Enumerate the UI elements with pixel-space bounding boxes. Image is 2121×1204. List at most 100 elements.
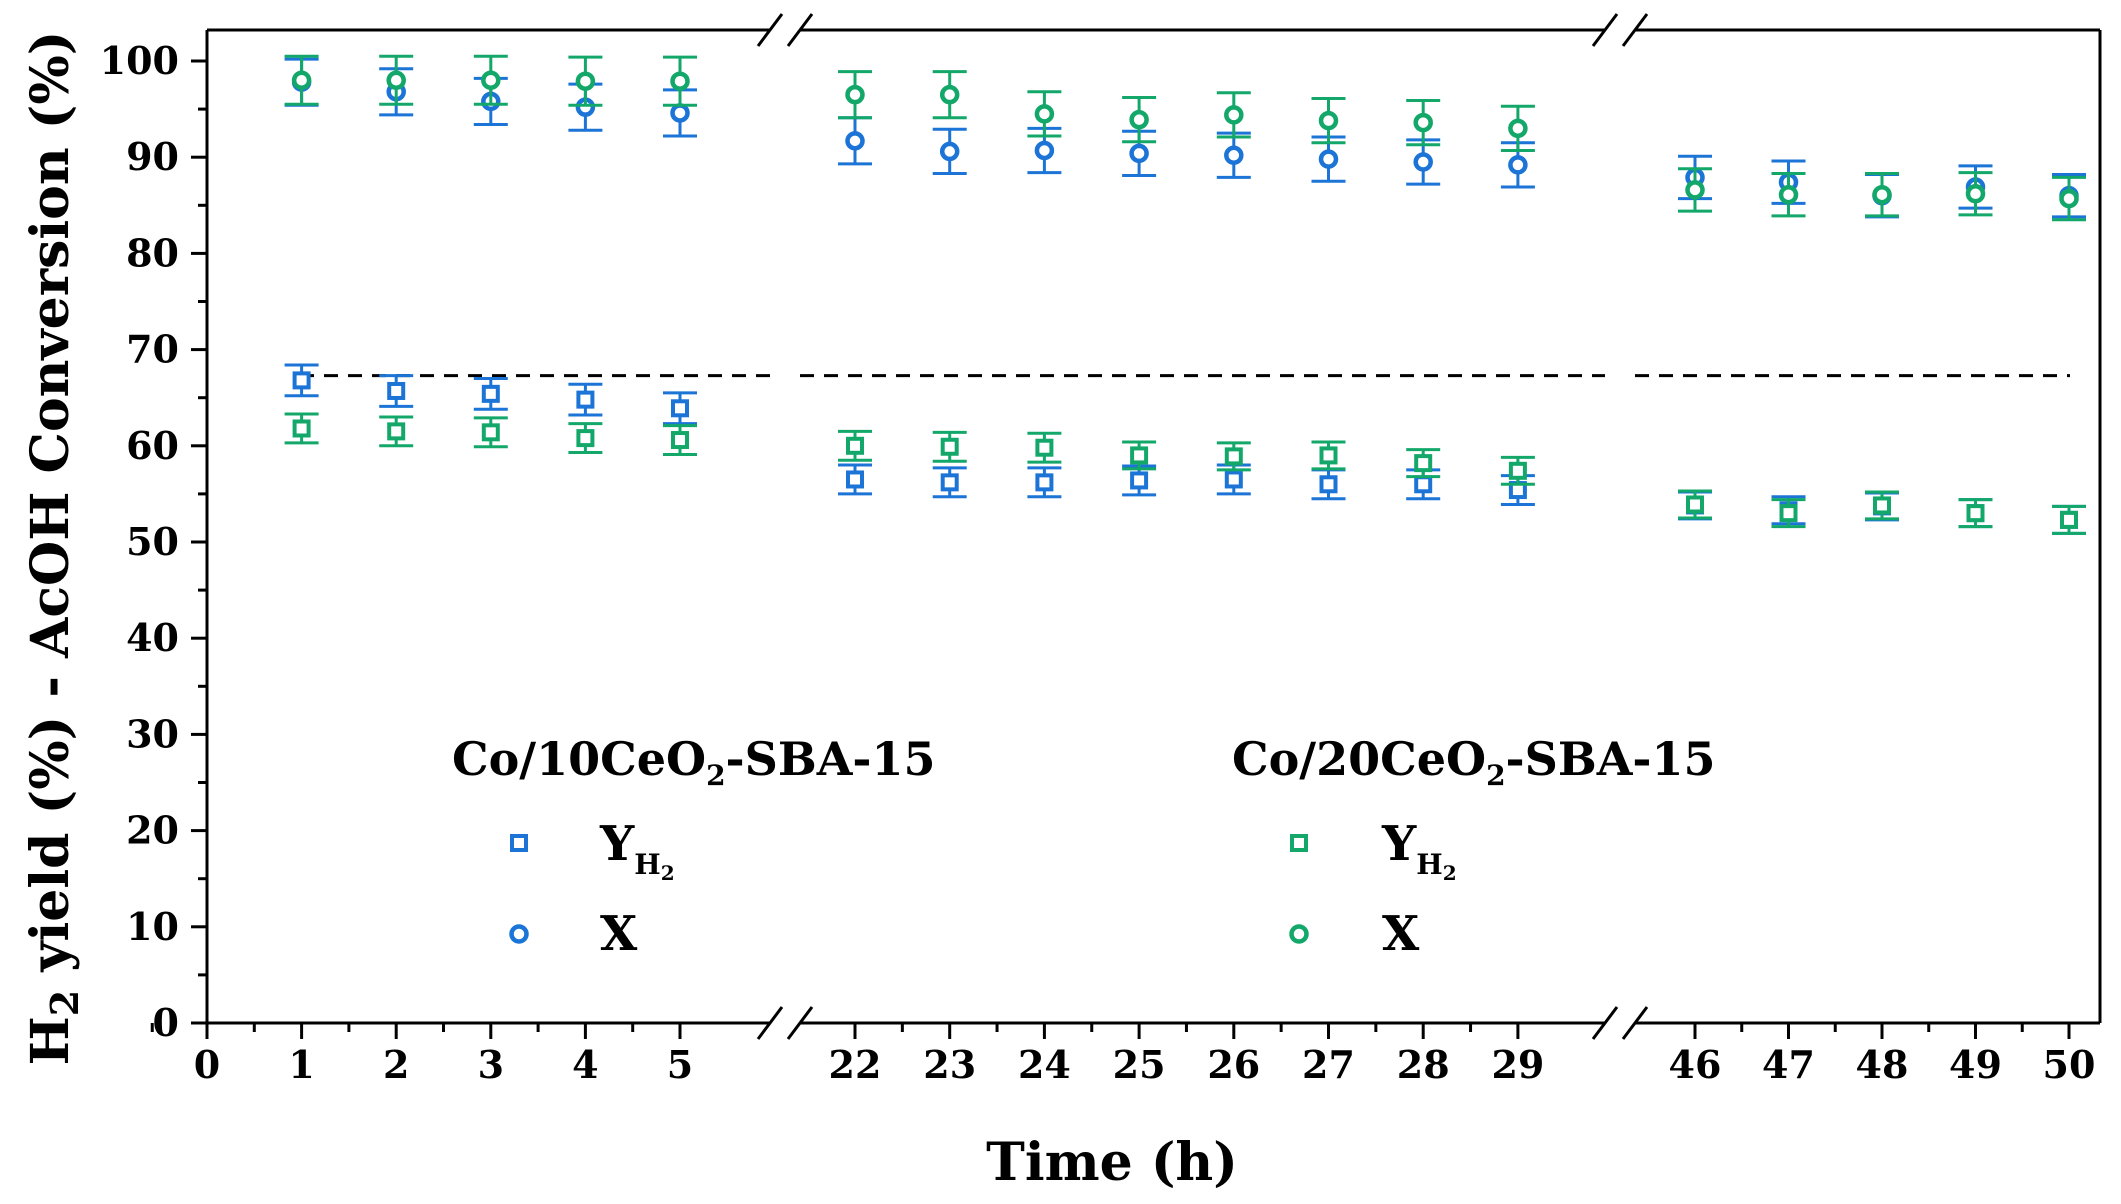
data-point-square [1130, 471, 1149, 490]
x-axis-title: Time (h) [986, 1132, 1238, 1193]
data-point-circle [939, 84, 960, 105]
data-point-circle [1872, 184, 1892, 205]
y-tick-label: 40 [126, 615, 179, 660]
data-point-circle [1965, 184, 1986, 204]
x-tick-label: 1 [288, 1042, 314, 1087]
data-point-square [1224, 470, 1243, 489]
data-point-circle [1685, 180, 1705, 200]
x-tick-label: 22 [829, 1042, 882, 1087]
data-point-circle [1413, 112, 1433, 133]
y-tick-label: 80 [126, 230, 179, 275]
x-tick-label: 23 [923, 1042, 976, 1087]
data-point-square [1508, 461, 1527, 480]
data-point-circle [670, 71, 690, 91]
data-point-circle [1318, 110, 1339, 131]
data-point-square [1779, 504, 1798, 523]
data-point-square [481, 384, 500, 403]
legend: Co/10CeO2-SBA-15 Co/20CeO2-SBA-15 YH2 X … [452, 732, 1716, 962]
y-tick-label: 90 [126, 134, 179, 179]
data-point-square [671, 399, 689, 418]
data-point-circle [386, 70, 406, 90]
data-point-square [576, 390, 595, 409]
data-point-square [940, 437, 959, 456]
y-axis: 0 10 20 30 40 50 60 70 80 90 100 [100, 38, 207, 1045]
axis-break-mark [1591, 1006, 1619, 1040]
y-tick-label: 20 [126, 808, 179, 853]
data-point-square [671, 431, 689, 450]
legend-title-2-sub: 2 [1486, 759, 1505, 792]
y-axis-title-rest: yield (%) - AcOH Conversion (%) [20, 31, 81, 990]
data-point-square [1035, 473, 1054, 492]
data-point-circle [1034, 104, 1055, 124]
data-point-square [1035, 438, 1054, 457]
data-point-square [846, 470, 864, 489]
data-point-square [292, 419, 311, 438]
data-point-circle [1224, 145, 1244, 166]
x-tick-label: 48 [1856, 1042, 1909, 1087]
legend-marker-circle-2 [1289, 924, 1309, 944]
axis-break-mark [1621, 1006, 1649, 1040]
data-point-square [1130, 446, 1149, 465]
data-point-circle [291, 70, 312, 90]
axis-break-mark [786, 1006, 814, 1040]
legend-label-yh2-2: YH2 [1381, 816, 1457, 885]
data-point-circle [845, 131, 865, 151]
data-point-square [1224, 447, 1243, 466]
legend-label-yh2-1-sub: H [634, 848, 660, 881]
data-point-circle [2059, 188, 2079, 209]
data-point-circle [1129, 143, 1149, 164]
axis-break-mark [756, 1006, 784, 1040]
legend-title-2-main: Co/20CeO [1232, 732, 1486, 786]
data-point-square [387, 422, 406, 441]
legend-label-x-2: X [1382, 906, 1420, 962]
data-point-square [940, 473, 959, 492]
data-point-circle [1413, 152, 1433, 172]
legend-label-yh2-2-sub: H [1416, 848, 1442, 881]
data-point-square [2060, 510, 2078, 529]
legend-title-group-1: Co/10CeO2-SBA-15 [452, 732, 936, 792]
legend-label-yh2-1-subsub: 2 [661, 861, 675, 885]
y-tick-label: 30 [126, 711, 179, 756]
x-tick-label: 24 [1018, 1042, 1071, 1087]
x-tick-label: 26 [1207, 1042, 1260, 1087]
legend-title-group-2: Co/20CeO2-SBA-15 [1232, 732, 1716, 792]
data-point-circle [1778, 184, 1799, 205]
x-tick-label: 0 [194, 1042, 220, 1087]
legend-label-yh2-2-main: Y [1381, 816, 1417, 872]
x-tick-label: 29 [1491, 1042, 1544, 1087]
y-tick-label: 100 [100, 38, 179, 83]
legend-label-yh2-1-main: Y [599, 816, 635, 872]
data-point-circle [939, 141, 960, 162]
data-point-square [292, 371, 311, 390]
legend-label-x-1: X [600, 906, 638, 962]
series-0 [284, 363, 2086, 535]
x-tick-label: 46 [1669, 1042, 1722, 1087]
legend-label-yh2-1: YH2 [599, 816, 675, 885]
y-tick-label: 60 [126, 423, 179, 468]
legend-title-1-rest: -SBA-15 [726, 732, 936, 786]
x-axis: 0 1 2 3 4 5 22 23 24 25 26 27 28 29 46 47 48 49 50 [150, 1023, 2095, 1087]
x-tick-label: 25 [1113, 1042, 1166, 1087]
data-point-square [1319, 446, 1338, 465]
data-point-circle [575, 71, 596, 91]
plot-frame [205, 13, 2102, 1040]
y-tick-label: 10 [126, 904, 179, 949]
data-point-square [1414, 454, 1433, 473]
data-point-square [387, 381, 406, 400]
axis-break-mark [786, 13, 814, 47]
legend-label-yh2-2-subsub: 2 [1443, 861, 1457, 885]
data-point-circle [670, 103, 690, 123]
axis-break-mark [1621, 13, 1649, 47]
data-point-square [576, 429, 595, 448]
x-tick-label: 49 [1949, 1042, 2002, 1087]
series-3 [284, 54, 2086, 222]
data-point-square [1319, 475, 1338, 494]
data-point-circle [481, 70, 501, 90]
legend-title-2-rest: -SBA-15 [1506, 732, 1716, 786]
x-tick-label: 47 [1762, 1042, 1815, 1087]
data-point-circle [1318, 149, 1339, 169]
data-point-square [1686, 495, 1704, 514]
series-1 [284, 57, 2086, 219]
x-tick-label: 2 [383, 1042, 409, 1087]
